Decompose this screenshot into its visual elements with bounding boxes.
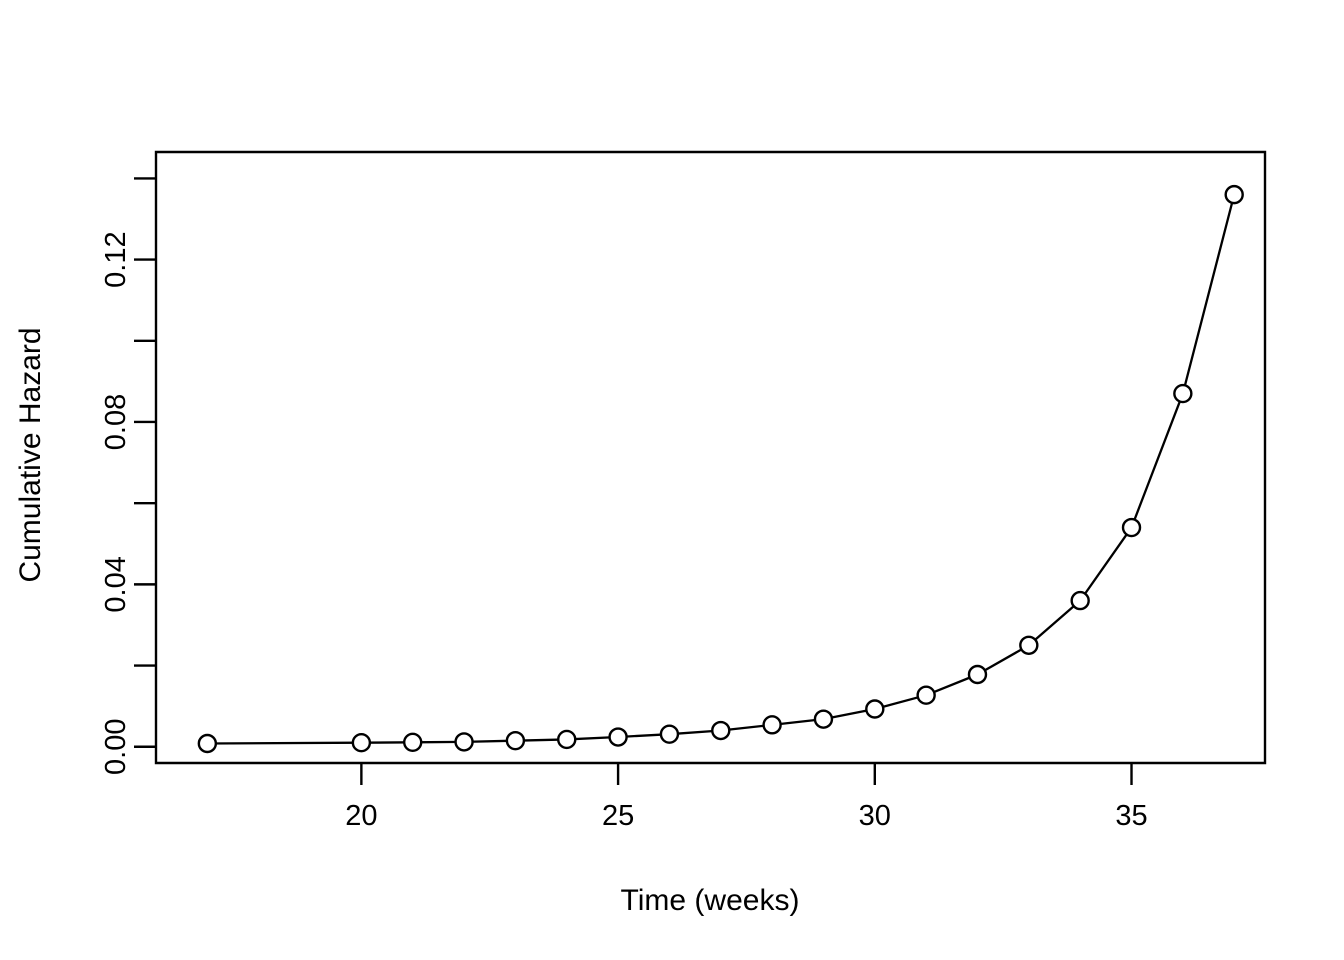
y-tick-label: 0.04 (100, 556, 132, 612)
data-point-marker (403, 732, 423, 752)
x-tick-label: 20 (345, 800, 377, 832)
data-point-markers (197, 184, 1244, 754)
x-tick-label: 25 (602, 800, 634, 832)
data-point-marker (813, 709, 834, 729)
data-point-marker (711, 720, 731, 741)
x-axis-label: Time (weeks) (621, 884, 800, 917)
data-point-marker (865, 699, 885, 719)
y-axis-ticks (134, 177, 156, 748)
data-point-marker (916, 685, 936, 705)
data-point-marker (1224, 184, 1244, 205)
data-point-marker (1173, 383, 1193, 404)
x-axis-ticks (360, 763, 1133, 785)
y-tick-label: 0.12 (100, 231, 132, 287)
data-point-marker (351, 733, 372, 753)
data-point-marker (608, 727, 628, 747)
data-point-marker (762, 715, 782, 735)
x-axis-tick-labels: 20 25 30 35 (345, 800, 1147, 832)
data-point-marker (557, 729, 577, 750)
y-tick-label: 0.08 (100, 394, 132, 450)
x-tick-label: 35 (1115, 800, 1147, 832)
data-point-marker (454, 732, 474, 752)
data-point-marker (967, 664, 988, 685)
data-point-marker (659, 724, 680, 744)
y-axis-label: Cumulative Hazard (14, 327, 47, 582)
data-point-marker (505, 730, 526, 751)
y-tick-label: 0.00 (100, 719, 132, 775)
data-point-marker (197, 733, 218, 754)
data-point-marker (1019, 635, 1039, 655)
plot-frame (154, 150, 1267, 765)
x-tick-label: 30 (859, 800, 891, 832)
data-point-marker (1121, 517, 1142, 538)
data-point-marker (1070, 590, 1090, 611)
y-axis-tick-labels: 0.00 0.04 0.08 0.12 (100, 231, 132, 775)
data-series-cumulative-hazard (197, 184, 1244, 754)
